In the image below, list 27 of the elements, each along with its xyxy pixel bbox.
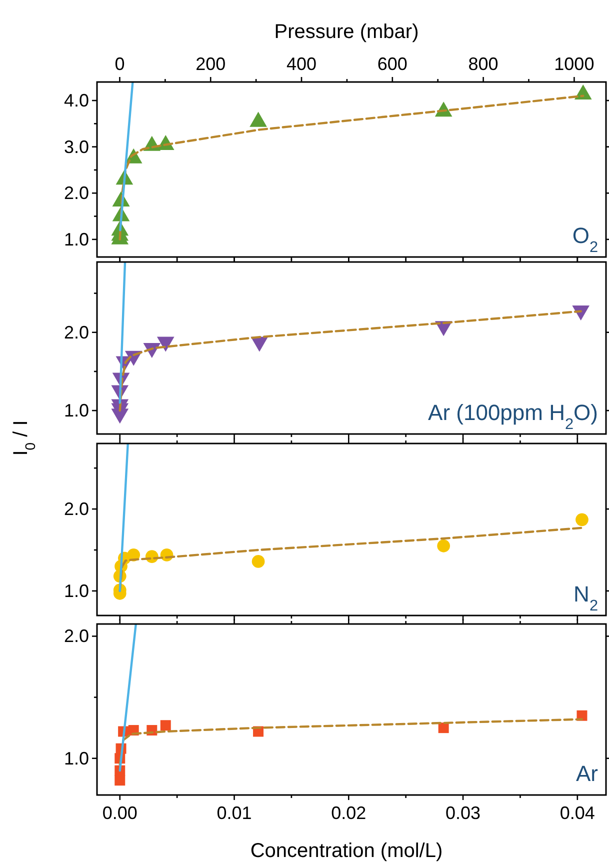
annotation: Ar (100ppm H$_{2}$O)	[428, 400, 598, 432]
x2-tick-label: 1000	[554, 54, 594, 74]
x-tick-label: 0.04	[560, 803, 595, 823]
x-tick-label: 0.03	[446, 803, 481, 823]
x2-tick-label: 0	[114, 54, 125, 74]
y-tick-label: 1.0	[64, 229, 89, 250]
y-tick-label: 2.0	[64, 499, 89, 520]
x-axis-title: Concentration (mol/L)	[250, 840, 443, 862]
x-tick-label: 0.02	[331, 803, 366, 823]
y-tick-label: 4.0	[64, 90, 89, 111]
y-tick-label: 1.0	[64, 748, 89, 768]
annotation: O$_{2}$	[572, 223, 598, 256]
y-tick-label: 2.0	[64, 322, 89, 342]
x2-tick-label: 600	[377, 54, 408, 74]
annotation: N$_{2}$	[574, 582, 598, 614]
y-tick-label: 2.0	[64, 183, 89, 204]
x-tick-label: 0.01	[216, 803, 252, 823]
x2-tick-label: 400	[286, 54, 317, 74]
annotation: Ar	[576, 761, 598, 786]
y-tick-label: 1.0	[64, 580, 89, 601]
y-tick-label: 2.0	[64, 626, 89, 646]
y-tick-label: 3.0	[64, 136, 89, 157]
x2-axis-title: Pressure (mbar)	[274, 21, 419, 43]
x2-tick-label: 800	[468, 54, 498, 74]
y-tick-label: 1.0	[64, 400, 89, 421]
x-tick-label: 0.00	[102, 803, 138, 823]
x2-tick-label: 200	[196, 54, 226, 74]
